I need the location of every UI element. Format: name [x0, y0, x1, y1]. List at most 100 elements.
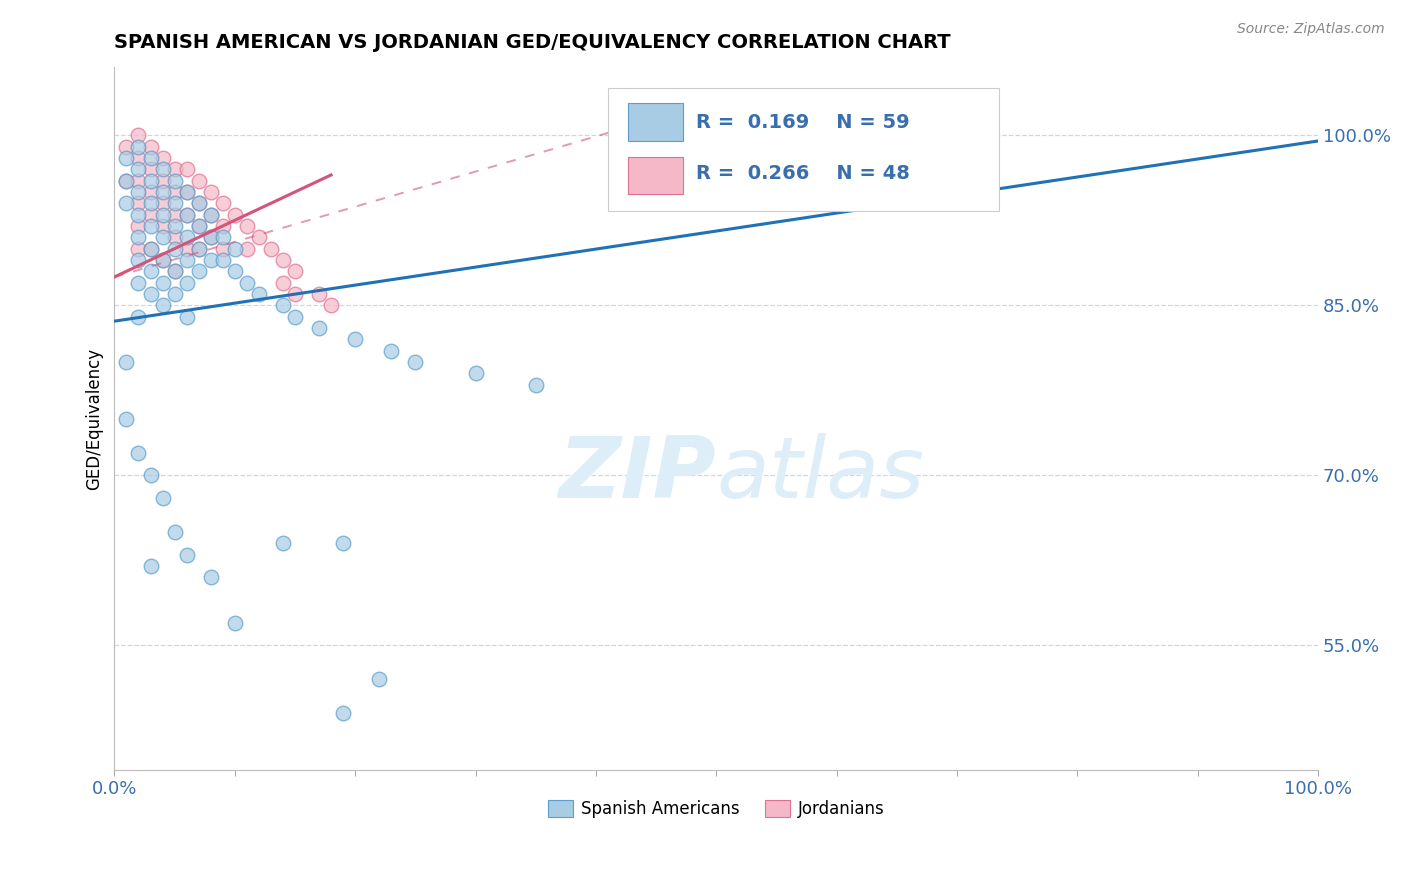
Point — [127, 219, 149, 233]
Point — [139, 219, 162, 233]
Point — [308, 321, 330, 335]
Point — [139, 196, 162, 211]
Point — [127, 252, 149, 267]
Point — [187, 264, 209, 278]
Point — [139, 264, 162, 278]
Point — [176, 208, 198, 222]
Point — [176, 230, 198, 244]
Point — [344, 332, 367, 346]
Point — [127, 196, 149, 211]
Point — [404, 355, 426, 369]
Point — [224, 264, 246, 278]
Text: R =  0.266    N = 48: R = 0.266 N = 48 — [696, 164, 910, 183]
Point — [247, 230, 270, 244]
Text: atlas: atlas — [716, 434, 924, 516]
Point — [127, 242, 149, 256]
Point — [176, 310, 198, 324]
Point — [211, 230, 233, 244]
Point — [200, 230, 222, 244]
Y-axis label: GED/Equivalency: GED/Equivalency — [86, 348, 103, 490]
Point — [176, 548, 198, 562]
Point — [236, 276, 259, 290]
Point — [187, 242, 209, 256]
Point — [139, 162, 162, 177]
Text: Source: ZipAtlas.com: Source: ZipAtlas.com — [1237, 22, 1385, 37]
Point — [139, 468, 162, 483]
Point — [187, 196, 209, 211]
Text: SPANISH AMERICAN VS JORDANIAN GED/EQUIVALENCY CORRELATION CHART: SPANISH AMERICAN VS JORDANIAN GED/EQUIVA… — [114, 33, 950, 52]
Point — [187, 196, 209, 211]
Point — [127, 276, 149, 290]
Point — [524, 377, 547, 392]
Bar — [628, 157, 682, 194]
Point — [163, 524, 186, 539]
Point — [152, 298, 174, 312]
Point — [127, 151, 149, 165]
Point — [139, 185, 162, 199]
Point — [163, 264, 186, 278]
Point — [176, 242, 198, 256]
Point — [127, 139, 149, 153]
Point — [211, 196, 233, 211]
Point — [127, 173, 149, 187]
Point — [152, 173, 174, 187]
Point — [187, 173, 209, 187]
Text: R =  0.169    N = 59: R = 0.169 N = 59 — [696, 113, 910, 132]
Point — [163, 242, 186, 256]
Text: ZIP: ZIP — [558, 434, 716, 516]
Point — [200, 230, 222, 244]
Point — [152, 196, 174, 211]
Point — [368, 673, 391, 687]
Point — [115, 355, 138, 369]
Point — [163, 185, 186, 199]
Point — [224, 208, 246, 222]
Point — [200, 208, 222, 222]
Point — [163, 287, 186, 301]
Point — [115, 196, 138, 211]
Point — [152, 252, 174, 267]
Point — [176, 162, 198, 177]
Point — [765, 128, 787, 143]
Point — [200, 208, 222, 222]
Point — [200, 570, 222, 584]
Point — [152, 162, 174, 177]
Point — [464, 367, 486, 381]
Point — [139, 287, 162, 301]
Point — [127, 230, 149, 244]
FancyBboxPatch shape — [607, 88, 1000, 211]
Point — [271, 298, 294, 312]
Point — [139, 242, 162, 256]
Point — [139, 151, 162, 165]
Point — [163, 162, 186, 177]
Point — [380, 343, 402, 358]
Point — [163, 264, 186, 278]
Point — [163, 219, 186, 233]
Point — [176, 185, 198, 199]
Point — [271, 252, 294, 267]
Point — [211, 252, 233, 267]
Point — [152, 208, 174, 222]
Point — [163, 196, 186, 211]
Point — [127, 128, 149, 143]
Legend: Spanish Americans, Jordanians: Spanish Americans, Jordanians — [541, 793, 891, 825]
Point — [163, 208, 186, 222]
Point — [271, 536, 294, 550]
Point — [176, 185, 198, 199]
Point — [187, 219, 209, 233]
Point — [211, 219, 233, 233]
Point — [332, 706, 354, 721]
Point — [284, 310, 307, 324]
Point — [200, 185, 222, 199]
Point — [163, 230, 186, 244]
Point — [115, 411, 138, 425]
Point — [284, 287, 307, 301]
Point — [115, 173, 138, 187]
Point — [236, 219, 259, 233]
Point — [152, 219, 174, 233]
Point — [200, 252, 222, 267]
Point — [152, 491, 174, 505]
Point — [127, 310, 149, 324]
Point — [152, 230, 174, 244]
Point — [224, 615, 246, 630]
Point — [127, 208, 149, 222]
